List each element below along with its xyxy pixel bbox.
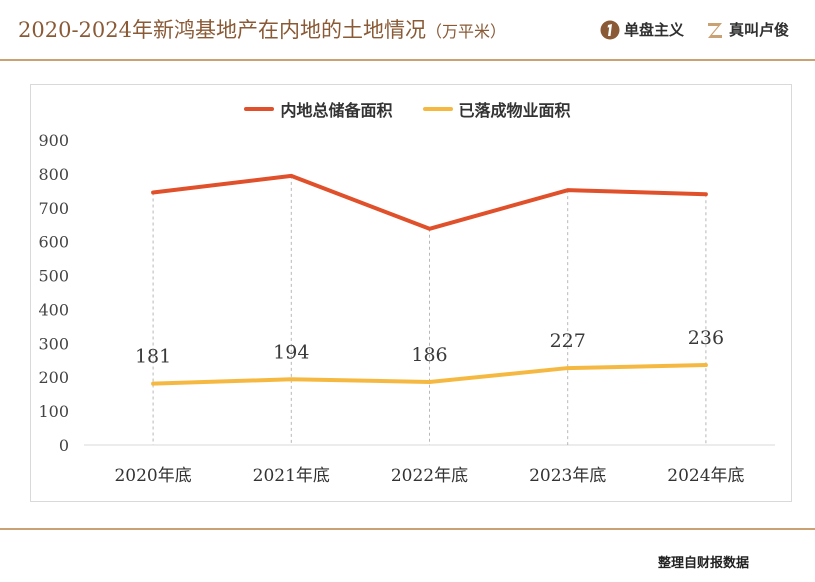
- brand-logo-danpan: 单盘主义: [600, 19, 684, 40]
- data-label: 186: [411, 344, 447, 366]
- number-one-icon: [600, 20, 620, 39]
- legend-swatch-completed: [422, 107, 453, 111]
- title-text: 2020-2024年新鸿基地产在内地的土地情况: [18, 18, 426, 42]
- x-tick-label: 2020年底: [114, 466, 191, 486]
- legend-item-completed: 已落成物业面积: [422, 97, 571, 121]
- header: 2020-2024年新鸿基地产在内地的土地情况（万平米） 单盘主义 真叫卢俊: [0, 0, 815, 61]
- series-line-total: [151, 173, 708, 231]
- z-logo-icon: [708, 22, 722, 38]
- x-tick-label: 2021年底: [253, 466, 330, 486]
- y-tick-label: 200: [38, 368, 69, 387]
- page-title: 2020-2024年新鸿基地产在内地的土地情况（万平米）: [18, 14, 506, 44]
- brand1-label: 单盘主义: [624, 21, 685, 39]
- y-tick-label: 500: [38, 267, 69, 286]
- legend-label-completed: 已落成物业面积: [458, 101, 571, 120]
- series-line-completed: [151, 363, 708, 386]
- x-tick-label: 2023年底: [529, 466, 606, 486]
- chart-legend: 内地总储备面积 已落成物业面积: [0, 98, 815, 120]
- legend-item-total: 内地总储备面积: [244, 97, 393, 121]
- data-label: 227: [550, 330, 586, 352]
- y-tick-label: 600: [38, 233, 69, 252]
- brand2-label: 真叫卢俊: [729, 21, 790, 39]
- data-label: 236: [688, 327, 724, 349]
- x-tick-label: 2024年底: [667, 466, 744, 486]
- chart-frame: [30, 84, 792, 502]
- legend-swatch-total: [244, 107, 275, 111]
- y-tick-label: 900: [38, 131, 69, 150]
- legend-label-total: 内地总储备面积: [280, 101, 393, 120]
- x-tick-label: 2022年底: [391, 466, 468, 486]
- footer-divider: [0, 528, 815, 530]
- data-label: 194: [273, 341, 309, 363]
- source-note: 整理自财报数据: [657, 556, 749, 571]
- data-label: 181: [135, 346, 171, 368]
- y-tick-label: 700: [38, 199, 69, 218]
- y-tick-label: 300: [38, 334, 69, 353]
- y-tick-label: 0: [59, 436, 69, 455]
- brand-logo-zhenjiao: 真叫卢俊: [705, 19, 789, 40]
- y-tick-label: 100: [38, 402, 69, 421]
- title-unit: （万平米）: [425, 22, 506, 41]
- header-divider: [0, 59, 815, 61]
- y-tick-label: 800: [38, 165, 69, 184]
- y-tick-label: 400: [38, 300, 69, 319]
